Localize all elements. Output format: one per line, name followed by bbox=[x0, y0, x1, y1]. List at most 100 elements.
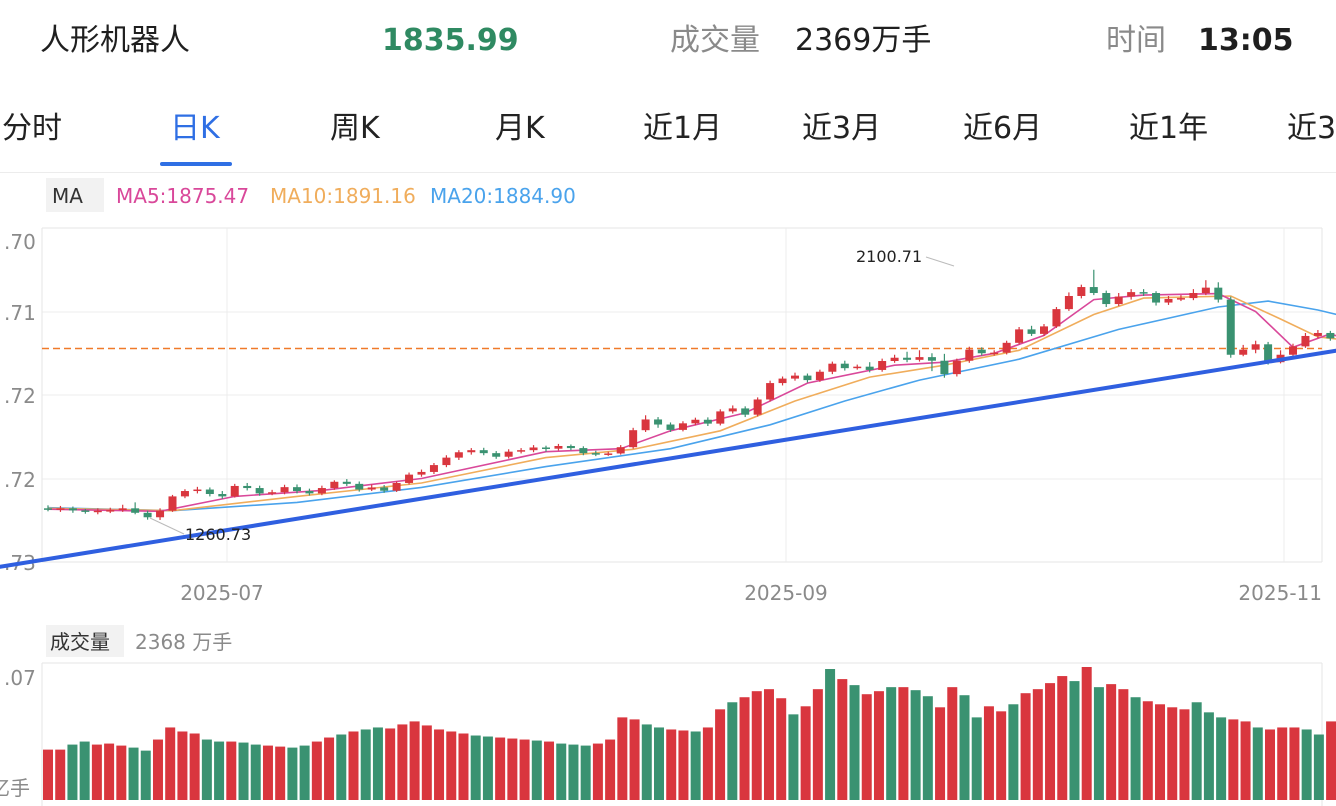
candle-body bbox=[654, 419, 663, 425]
tab-3-years[interactable]: 近3 bbox=[1287, 111, 1336, 146]
volume-series bbox=[43, 667, 1336, 800]
candle-body bbox=[990, 352, 999, 355]
candle-body bbox=[330, 481, 339, 489]
candle-body bbox=[380, 487, 389, 491]
volume-bar bbox=[1203, 712, 1214, 800]
volume-bar bbox=[1191, 702, 1202, 800]
candle bbox=[118, 504, 127, 512]
candle bbox=[479, 447, 488, 456]
volume-bar bbox=[641, 724, 652, 800]
candle bbox=[840, 360, 849, 371]
candle bbox=[1127, 289, 1136, 300]
candle bbox=[1102, 290, 1111, 308]
volume-bar bbox=[262, 745, 273, 800]
candle-body bbox=[1064, 295, 1073, 310]
candle-body bbox=[230, 485, 239, 497]
x-tick-label: 2025-11 bbox=[1238, 581, 1322, 605]
candle bbox=[454, 450, 463, 461]
volume-bar bbox=[568, 744, 579, 800]
tab-weekly-k[interactable]: 周K bbox=[330, 111, 380, 146]
tabs-divider bbox=[0, 172, 1336, 173]
candle bbox=[143, 510, 152, 520]
candle-body bbox=[1089, 287, 1098, 294]
candle-body bbox=[1015, 329, 1024, 343]
volume-bar bbox=[1167, 707, 1178, 800]
volume-bar bbox=[507, 738, 518, 800]
candle bbox=[56, 505, 65, 512]
volume-bar bbox=[996, 711, 1007, 800]
candle bbox=[778, 376, 787, 386]
volume-bar bbox=[1216, 717, 1227, 800]
tab-3-months[interactable]: 近3月 bbox=[802, 111, 882, 146]
candle bbox=[1201, 280, 1210, 296]
candle bbox=[878, 358, 887, 372]
volume-bar bbox=[837, 679, 848, 800]
volume-title: 成交量 bbox=[50, 630, 110, 654]
candle bbox=[280, 484, 289, 495]
volume-bar bbox=[873, 691, 884, 800]
ma-legend-box bbox=[46, 178, 104, 212]
candle-body bbox=[703, 419, 712, 424]
candle bbox=[1164, 295, 1173, 305]
volume-bar bbox=[1081, 667, 1092, 800]
volume-bar bbox=[592, 743, 603, 800]
tab-1-month[interactable]: 近1月 bbox=[643, 111, 723, 146]
candle bbox=[604, 451, 613, 456]
y-tick-label: .72 bbox=[4, 384, 36, 408]
y-tick-label: .72 bbox=[4, 468, 36, 492]
candle bbox=[952, 358, 961, 377]
candle-body bbox=[118, 508, 127, 511]
candle bbox=[93, 508, 102, 515]
candle bbox=[915, 350, 924, 362]
volume-bar bbox=[715, 709, 726, 800]
volume-bar bbox=[983, 706, 994, 800]
volume-bar bbox=[348, 731, 359, 800]
candle-body bbox=[1201, 287, 1210, 294]
candle bbox=[467, 448, 476, 455]
volume-bar bbox=[91, 744, 102, 800]
candle-body bbox=[604, 453, 613, 455]
volume-bar bbox=[214, 741, 225, 800]
candle bbox=[753, 397, 762, 417]
ma5-legend: MA5:1875.47 bbox=[116, 184, 249, 208]
candle-body bbox=[1289, 346, 1297, 355]
candle-body bbox=[442, 457, 451, 466]
candle-body bbox=[492, 453, 501, 457]
candle bbox=[591, 450, 600, 457]
candle bbox=[268, 489, 277, 496]
tab-monthly-k[interactable]: 月K bbox=[495, 111, 545, 146]
candle-body bbox=[554, 445, 563, 449]
volume-bar bbox=[678, 730, 689, 800]
tab-daily-k[interactable]: 日K bbox=[170, 111, 220, 146]
candle-body bbox=[1139, 292, 1148, 294]
candle bbox=[828, 361, 837, 375]
candle bbox=[1289, 343, 1297, 357]
candle-body bbox=[728, 408, 737, 412]
tab-1-year[interactable]: 近1年 bbox=[1129, 111, 1209, 146]
tab-intraday[interactable]: 分时 bbox=[2, 111, 62, 146]
candle bbox=[1313, 329, 1322, 339]
candle-body bbox=[1052, 309, 1061, 327]
candle-body bbox=[367, 487, 376, 490]
candle bbox=[106, 507, 115, 514]
candle bbox=[305, 488, 314, 496]
candle bbox=[156, 508, 165, 520]
candle bbox=[1326, 330, 1335, 341]
candle bbox=[616, 445, 625, 455]
candle-body bbox=[952, 360, 961, 375]
candle bbox=[1027, 325, 1036, 336]
volume-bar bbox=[226, 741, 237, 800]
candle bbox=[230, 483, 239, 498]
candle-body bbox=[1226, 299, 1235, 355]
volume-bar bbox=[861, 694, 872, 800]
candle-body bbox=[566, 445, 575, 449]
volume-bar bbox=[446, 731, 457, 800]
candle-body bbox=[815, 371, 824, 381]
volume-bar bbox=[666, 729, 677, 800]
volume-bar bbox=[458, 733, 469, 800]
candle-body bbox=[417, 471, 426, 475]
tab-6-months[interactable]: 近6月 bbox=[963, 111, 1043, 146]
volume-bar bbox=[654, 727, 664, 800]
candle-body bbox=[293, 487, 301, 492]
